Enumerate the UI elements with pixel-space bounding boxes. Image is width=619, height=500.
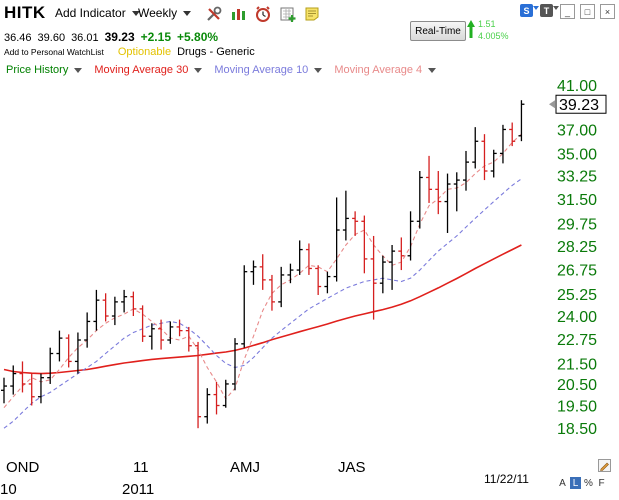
- real-time-change-pct: 4.005%: [478, 31, 509, 41]
- y-axis-tick-label: 21.50: [557, 356, 597, 373]
- toggle-f[interactable]: F: [598, 477, 605, 489]
- y-axis-tick-label: 35.00: [557, 146, 597, 163]
- info-row: Add to Personal WatchList Optionable Dru…: [4, 46, 255, 58]
- sticky-note-icon[interactable]: [302, 5, 322, 23]
- x-axis-year-label: 2011: [122, 481, 154, 498]
- legend-label: Price History: [6, 64, 69, 76]
- x-axis-label: 11: [133, 459, 149, 476]
- timeframe-label: Weekly: [138, 6, 178, 20]
- moving-average-line: [3, 133, 522, 409]
- y-axis-tick-label: 22.75: [557, 332, 597, 349]
- y-axis-tick-label: 18.50: [557, 421, 597, 438]
- x-axis-year-label: 10: [0, 481, 17, 498]
- minimize-button[interactable]: _: [560, 4, 575, 19]
- legend-label: Moving Average 30: [94, 64, 189, 76]
- close-button[interactable]: ×: [600, 4, 615, 19]
- y-axis-tick-label: 37.00: [557, 122, 597, 139]
- legend-price-history[interactable]: Price History: [6, 64, 83, 76]
- maximize-button[interactable]: □: [580, 4, 595, 19]
- chevron-down-icon: [131, 10, 140, 16]
- add-chart-icon[interactable]: [278, 5, 298, 23]
- alarm-clock-icon[interactable]: [253, 5, 273, 23]
- legend-moving-average-10[interactable]: Moving Average 10: [214, 64, 323, 76]
- y-axis-tick-label: 33.25: [557, 169, 597, 186]
- add-indicator-label: Add Indicator: [55, 6, 126, 20]
- up-arrow-icon: [467, 20, 475, 38]
- y-axis-tick-label: 26.75: [557, 262, 597, 279]
- chevron-down-icon: [194, 67, 203, 73]
- y-axis-tick-label: 24.00: [557, 309, 597, 326]
- wrench-screwdriver-icon[interactable]: [204, 5, 224, 23]
- price-chart[interactable]: 18.50 19.50 20.50 21.50 22.75 24.00 25.25 26.75…: [0, 78, 619, 500]
- add-to-watchlist-link[interactable]: Add to Personal WatchList: [4, 47, 104, 57]
- optionable-label: Optionable: [117, 46, 172, 58]
- legend-moving-average-4[interactable]: Moving Average 4: [334, 64, 437, 76]
- timeframe-dropdown[interactable]: Weekly: [138, 6, 192, 20]
- toggle-l[interactable]: L: [570, 477, 581, 489]
- add-indicator-menu[interactable]: Add Indicator: [55, 6, 140, 20]
- y-axis-tick-label: 19.50: [557, 399, 597, 416]
- y-axis-tick-label: 20.50: [557, 377, 597, 394]
- last-price-axis-box: [555, 94, 607, 114]
- x-axis-label: JAS: [338, 459, 366, 476]
- industry-label: Drugs - Generic: [177, 46, 255, 58]
- y-axis-tick-label: 39.23: [559, 97, 599, 114]
- chevron-down-icon[interactable]: [533, 6, 539, 10]
- chevron-down-icon: [183, 10, 192, 16]
- chevron-down-icon: [74, 67, 83, 73]
- toggle-percent[interactable]: %: [584, 477, 593, 489]
- chevron-down-icon: [428, 67, 437, 73]
- y-axis-tick-label: 31.50: [557, 192, 597, 209]
- t-button[interactable]: T: [540, 4, 553, 17]
- legend-label: Moving Average 4: [334, 64, 423, 76]
- chart-header: HITK Add Indicator Weekly: [0, 0, 619, 60]
- indicator-legend: Price History Moving Average 30 Moving A…: [6, 64, 437, 76]
- moving-average-line: [3, 244, 522, 375]
- chevron-down-icon[interactable]: [553, 6, 559, 10]
- last-price: 39.23: [104, 30, 135, 44]
- x-axis-label: AMJ: [230, 459, 260, 476]
- price-change: +2.15: [140, 30, 171, 44]
- y-axis-tick-label: 29.75: [557, 216, 597, 233]
- price-change-pct: +5.80%: [177, 30, 219, 44]
- scale-toggle-group: A L % F: [557, 477, 607, 489]
- moving-average-line: [3, 178, 522, 429]
- low-price: 36.01: [71, 32, 99, 44]
- candlestick-icon[interactable]: [229, 5, 249, 23]
- ticker-symbol[interactable]: HITK: [4, 3, 46, 22]
- price-pointer-icon: [549, 100, 555, 109]
- real-time-change-value: 1.51: [478, 19, 496, 29]
- real-time-button[interactable]: Real-Time: [410, 21, 466, 41]
- y-axis-tick-label: 25.25: [557, 287, 597, 304]
- y-axis-tick-label: 28.25: [557, 239, 597, 256]
- draw-pencil-icon[interactable]: [598, 459, 611, 472]
- x-axis-label: OND: [6, 459, 40, 476]
- legend-moving-average-30[interactable]: Moving Average 30: [94, 64, 203, 76]
- s-button[interactable]: S: [520, 4, 533, 17]
- real-time-change: 1.51 4.005%: [478, 18, 509, 42]
- high-price: 39.60: [37, 32, 66, 44]
- price-chart-area[interactable]: 18.50 19.50 20.50 21.50 22.75 24.00 25.25 26.75…: [0, 78, 619, 500]
- legend-label: Moving Average 10: [214, 64, 309, 76]
- toggle-a[interactable]: A: [559, 477, 566, 489]
- open-price: 36.46: [4, 32, 32, 44]
- last-date-label: 11/22/11: [484, 472, 529, 486]
- chevron-down-icon: [314, 67, 323, 73]
- quote-row: 36.46 39.60 36.01 39.23 +2.15 +5.80%: [4, 30, 218, 44]
- y-axis-tick-label: 41.00: [557, 78, 597, 95]
